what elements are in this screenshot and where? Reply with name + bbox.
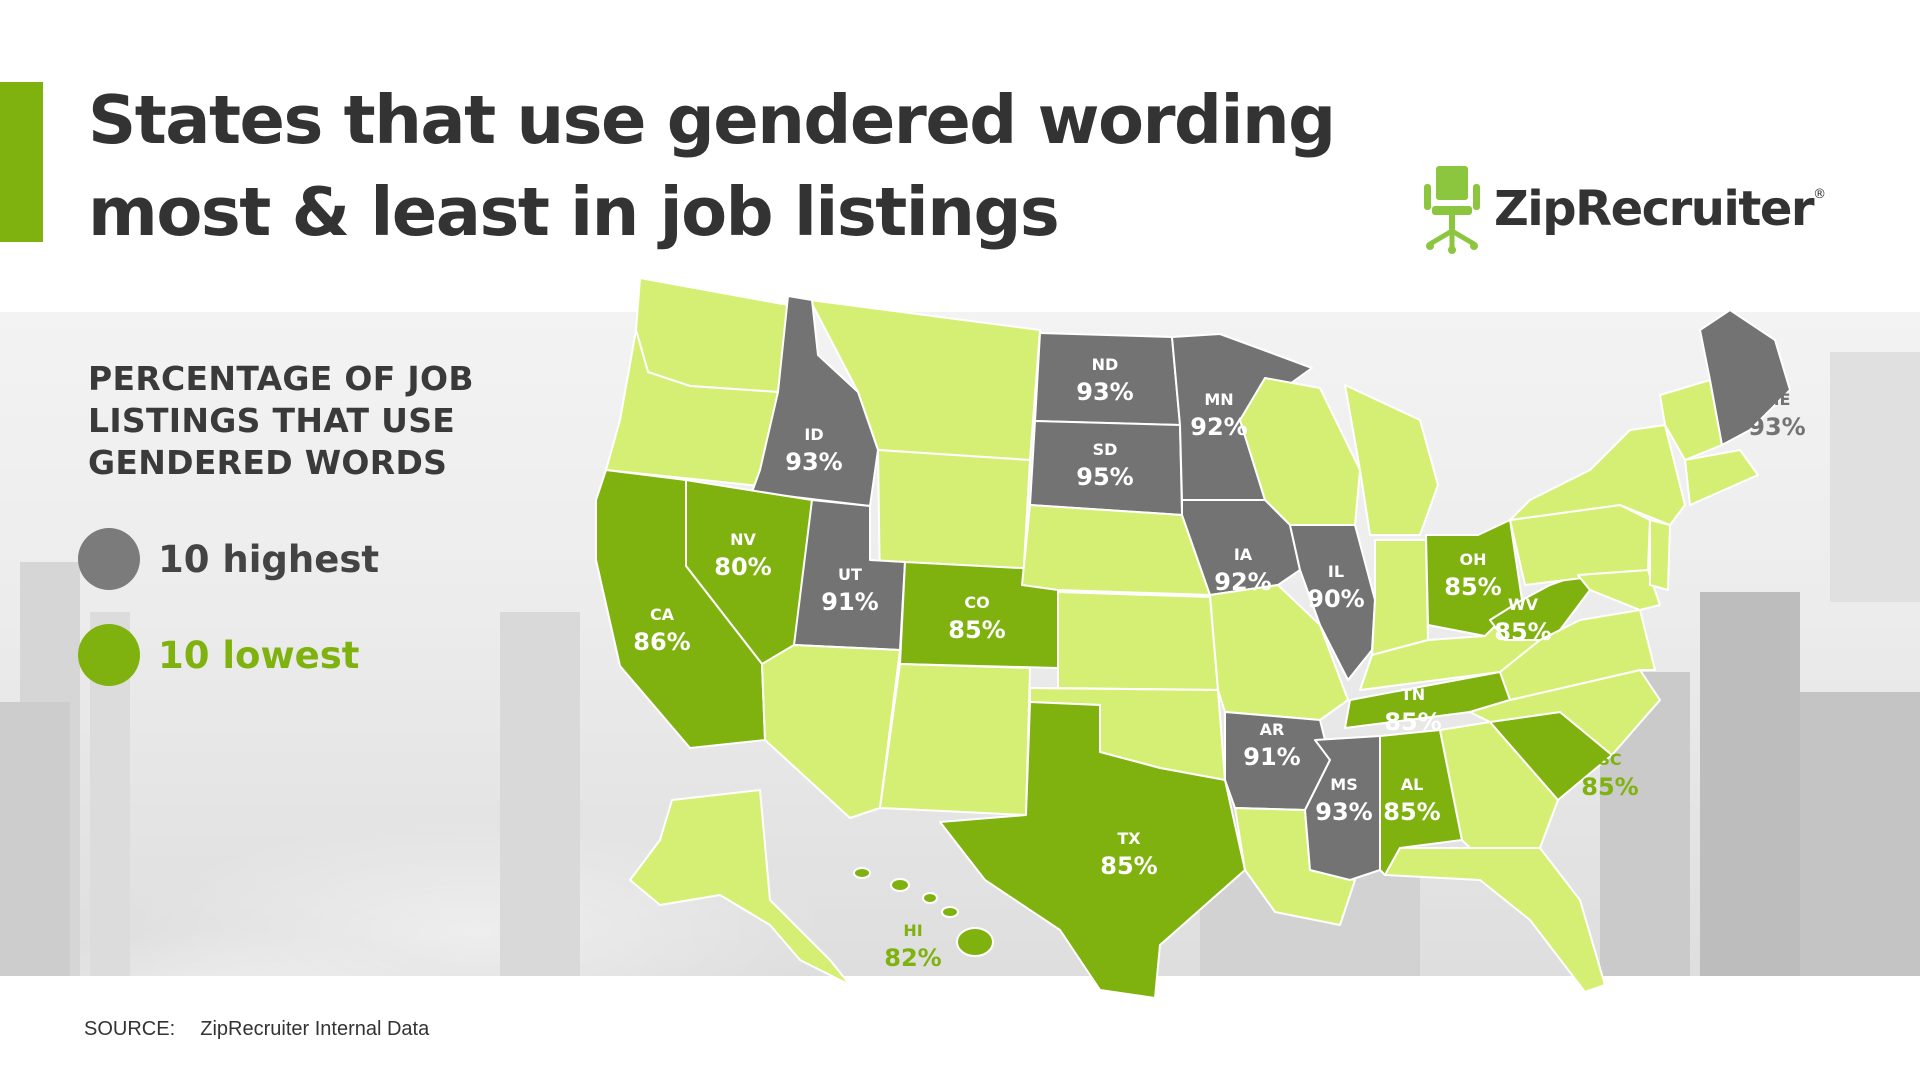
- state-shape-md: [1577, 569, 1661, 611]
- state-shape-tx: [939, 701, 1246, 999]
- state-shape-nm: [879, 663, 1031, 816]
- state-shape-mo: [1209, 584, 1349, 721]
- legend-swatch-highest: [78, 528, 140, 590]
- legend-item-highest: 10 highest: [78, 528, 379, 590]
- chair-icon: [1424, 166, 1480, 254]
- state-value-tx: 85%: [1100, 852, 1157, 880]
- logo-wordmark: ZipRecruiter®: [1494, 181, 1826, 237]
- state-value-sc: 85%: [1581, 773, 1638, 801]
- state-value-ut: 91%: [821, 588, 878, 616]
- state-shape-mi: [1344, 384, 1439, 536]
- state-abbr-ca: CA: [650, 605, 675, 624]
- state-abbr-tx: TX: [1117, 829, 1141, 848]
- state-shape-az: [761, 644, 901, 819]
- state-abbr-mn: MN: [1204, 390, 1233, 409]
- state-abbr-wv: WV: [1508, 595, 1539, 614]
- state-shape-me: [1699, 309, 1791, 446]
- state-abbr-ms: MS: [1330, 775, 1357, 794]
- registered-mark: ®: [1813, 187, 1827, 202]
- legend-title-line-1: PERCENTAGE OF JOB: [88, 359, 474, 398]
- state-abbr-al: AL: [1401, 775, 1424, 794]
- state-abbr-ut: UT: [838, 565, 862, 584]
- title-line-2: most & least in job listings: [88, 173, 1060, 251]
- state-labels: ND 93% MN 92% ID 93% SD 95% ME 93% IA 92% NV 80% UT 91%…: [633, 355, 1805, 972]
- state-abbr-sd: SD: [1093, 440, 1118, 459]
- state-abbr-id: ID: [804, 425, 823, 444]
- title-line-1: States that use gendered wording: [88, 81, 1336, 159]
- state-shape-ne: [1021, 504, 1211, 596]
- state-abbr-ar: AR: [1260, 720, 1285, 739]
- state-shape-hi: [853, 867, 994, 957]
- state-value-nv: 80%: [714, 553, 771, 581]
- state-shape-ca: [595, 469, 766, 749]
- state-abbr-nv: NV: [730, 530, 756, 549]
- state-shape-ia: [1181, 499, 1301, 596]
- state-shape-ny: [1509, 424, 1686, 526]
- state-shape-nj: [1649, 519, 1671, 591]
- legend-label-lowest: 10 lowest: [158, 633, 360, 677]
- state-value-tn: 85%: [1384, 708, 1441, 736]
- state-abbr-oh: OH: [1460, 550, 1487, 569]
- legend-title: PERCENTAGE OF JOB LISTINGS THAT USE GEND…: [88, 358, 474, 484]
- state-value-ar: 91%: [1243, 743, 1300, 771]
- state-abbr-hi: HI: [903, 921, 922, 940]
- legend-title-line-3: GENDERED WORDS: [88, 443, 448, 482]
- state-abbr-il: IL: [1328, 562, 1344, 581]
- page-title: States that use gendered wording most & …: [88, 74, 1336, 258]
- state-shape-vt-nh: [1659, 379, 1723, 461]
- state-value-wv: 85%: [1494, 618, 1551, 646]
- legend: PERCENTAGE OF JOB LISTINGS THAT USE GEND…: [78, 358, 474, 686]
- state-value-id: 93%: [785, 448, 842, 476]
- logo-name: ZipRecruiter: [1494, 181, 1815, 237]
- legend-title-line-2: LISTINGS THAT USE: [88, 401, 456, 440]
- state-value-sd: 95%: [1076, 463, 1133, 491]
- state-abbr-ia: IA: [1234, 545, 1253, 564]
- source-label: SOURCE:: [84, 1018, 176, 1040]
- legend-swatch-lowest: [78, 624, 140, 686]
- state-value-hi: 82%: [884, 944, 941, 972]
- state-value-oh: 85%: [1444, 573, 1501, 601]
- state-shape-ks: [1057, 591, 1219, 691]
- state-value-ca: 86%: [633, 628, 690, 656]
- source-text: ZipRecruiter Internal Data: [200, 1018, 430, 1040]
- state-value-ms: 93%: [1315, 798, 1372, 826]
- state-shape-ak: [629, 789, 851, 986]
- ziprecruiter-logo: ZipRecruiter®: [1424, 164, 1826, 254]
- source-note: SOURCE: ZipRecruiter Internal Data: [84, 1018, 429, 1041]
- state-abbr-sc: SC: [1598, 750, 1621, 769]
- state-abbr-me: ME: [1764, 390, 1791, 409]
- state-shape-il: [1289, 524, 1376, 681]
- state-value-il: 90%: [1307, 585, 1364, 613]
- state-abbr-co: CO: [964, 593, 989, 612]
- state-shape-fl: [1384, 847, 1606, 993]
- state-shape-in: [1371, 539, 1429, 656]
- state-abbr-nd: ND: [1092, 355, 1119, 374]
- state-value-al: 85%: [1383, 798, 1440, 826]
- state-value-co: 85%: [948, 616, 1005, 644]
- state-value-nd: 93%: [1076, 378, 1133, 406]
- state-value-me: 93%: [1748, 413, 1805, 441]
- accent-bar: [0, 82, 43, 242]
- state-shape-id: [751, 295, 879, 507]
- state-value-ia: 92%: [1214, 568, 1271, 596]
- state-shape-ma-ct-ri: [1684, 449, 1759, 506]
- legend-item-lowest: 10 lowest: [78, 624, 359, 686]
- state-value-mn: 92%: [1190, 413, 1247, 441]
- legend-label-highest: 10 highest: [158, 537, 380, 581]
- state-abbr-tn: TN: [1401, 685, 1425, 704]
